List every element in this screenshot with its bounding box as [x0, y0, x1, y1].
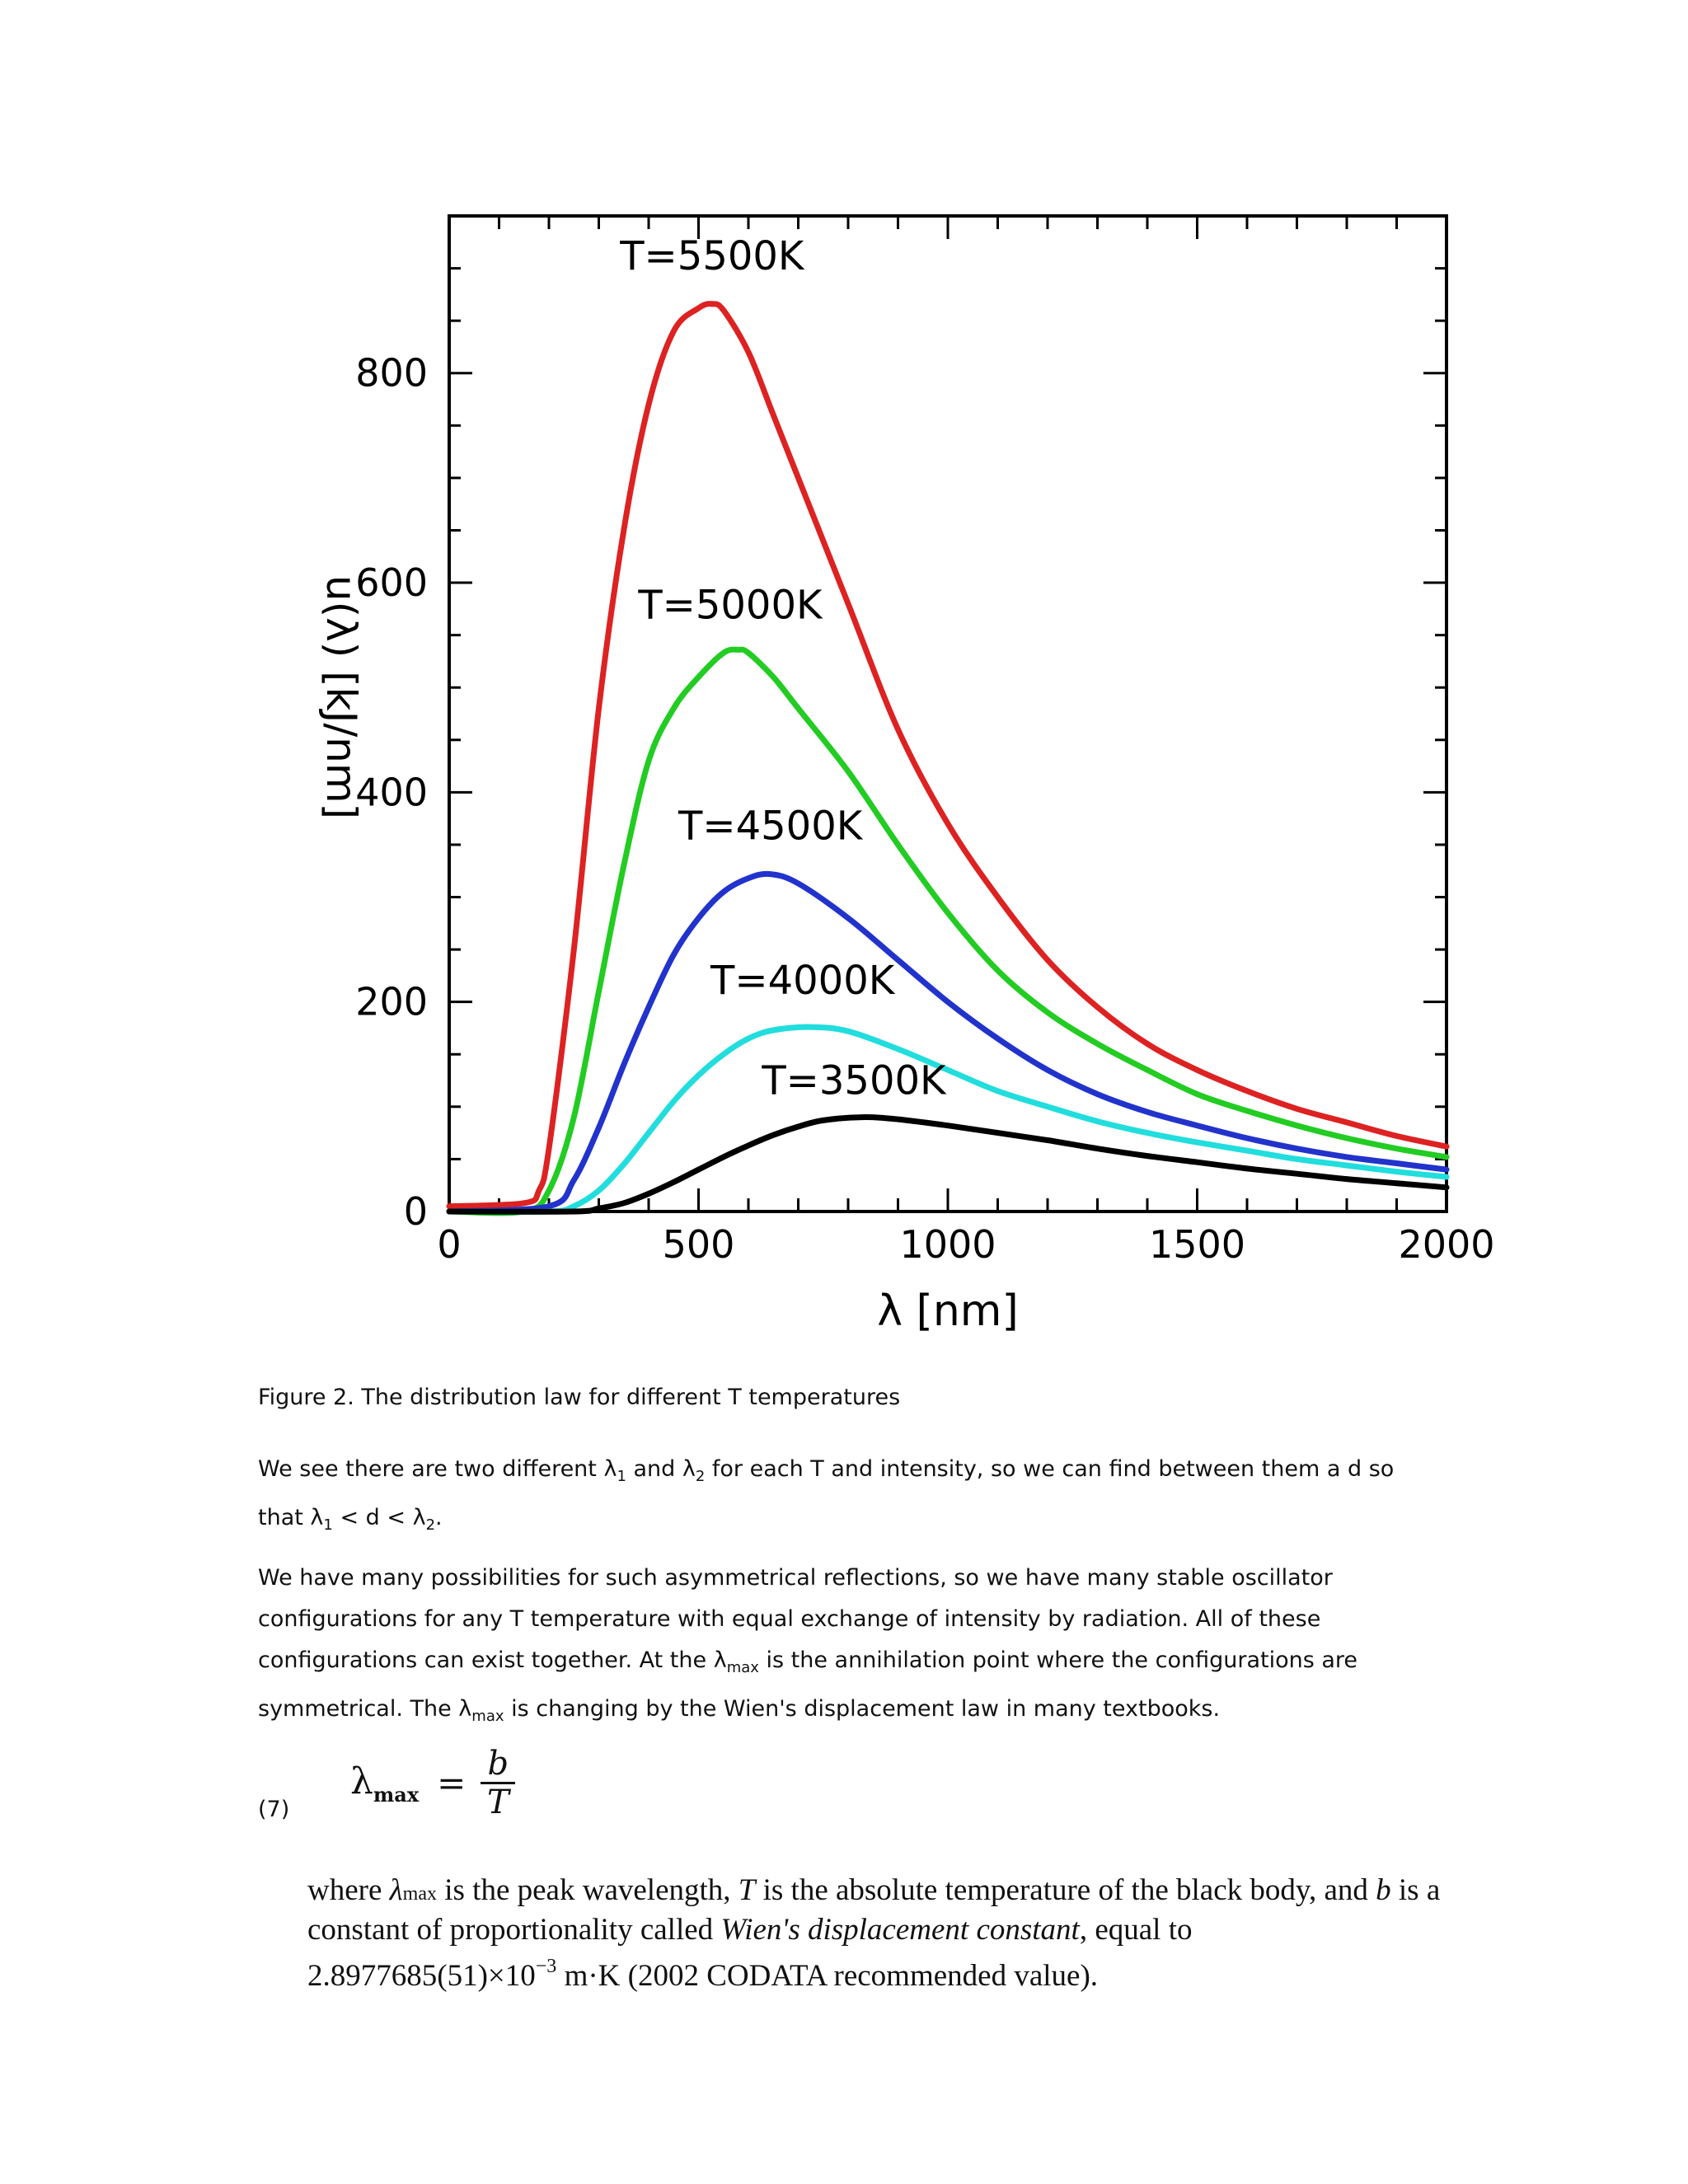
wien-equation: λmax = b T	[350, 1745, 516, 1821]
y-axis-label: u(λ) [kJ/nm]	[317, 575, 365, 819]
series-label: T=5500K	[619, 233, 805, 279]
chart-ticks	[448, 216, 1448, 1213]
chart-labels: 0 500 1000 1500 2000 0 200 400 600 800 λ [nm] u(λ) …	[317, 233, 1495, 1336]
x-tick-label: 1000	[899, 1222, 996, 1267]
fraction-denominator: T	[487, 1783, 509, 1821]
equation-equals: =	[437, 1763, 467, 1803]
fraction-bar	[481, 1782, 516, 1784]
equation-lhs: λmax	[350, 1760, 420, 1807]
x-tick-label: 500	[663, 1222, 735, 1267]
series-line-t-3500k	[446, 1114, 1450, 1215]
series-label: T=4000K	[710, 958, 896, 1004]
figure-caption: Figure 2. The distribution law for diffe…	[258, 1385, 901, 1410]
y-tick-label: 600	[355, 560, 428, 605]
series-line-t-5000k	[446, 646, 1450, 1216]
wien-explanation: where λmax is the peak wavelength, T is …	[307, 1873, 1441, 1993]
paragraph-lambda-range: We see there are two different λ1 and λ2…	[258, 1456, 1395, 1534]
series-label: T=3500K	[761, 1058, 947, 1104]
series-line-t-4000k	[446, 1024, 1450, 1215]
y-tick-label: 400	[355, 770, 428, 814]
y-tick-label: 800	[355, 351, 428, 396]
y-tick-label: 0	[404, 1189, 428, 1234]
x-tick-label: 1500	[1149, 1222, 1245, 1267]
equation-fraction: b T	[481, 1745, 516, 1821]
x-tick-label: 0	[437, 1222, 461, 1267]
series-label: T=5000K	[637, 582, 823, 628]
equation-number: (7)	[258, 1797, 290, 1822]
chart-series	[446, 301, 1450, 1216]
fraction-numerator: b	[487, 1745, 509, 1783]
series-label: T=4500K	[678, 804, 864, 850]
series-line-t-4500k	[446, 870, 1450, 1215]
x-tick-label: 2000	[1398, 1222, 1494, 1267]
blackbody-chart: 0 500 1000 1500 2000 0 200 400 600 800 λ [nm] u(λ) …	[317, 214, 1495, 1336]
x-axis-label: λ [nm]	[877, 1286, 1019, 1336]
y-tick-label: 200	[355, 980, 428, 1024]
series-line-t-5500k	[446, 301, 1450, 1210]
paragraph-configurations: We have many possibilities for such asym…	[258, 1565, 1358, 1725]
